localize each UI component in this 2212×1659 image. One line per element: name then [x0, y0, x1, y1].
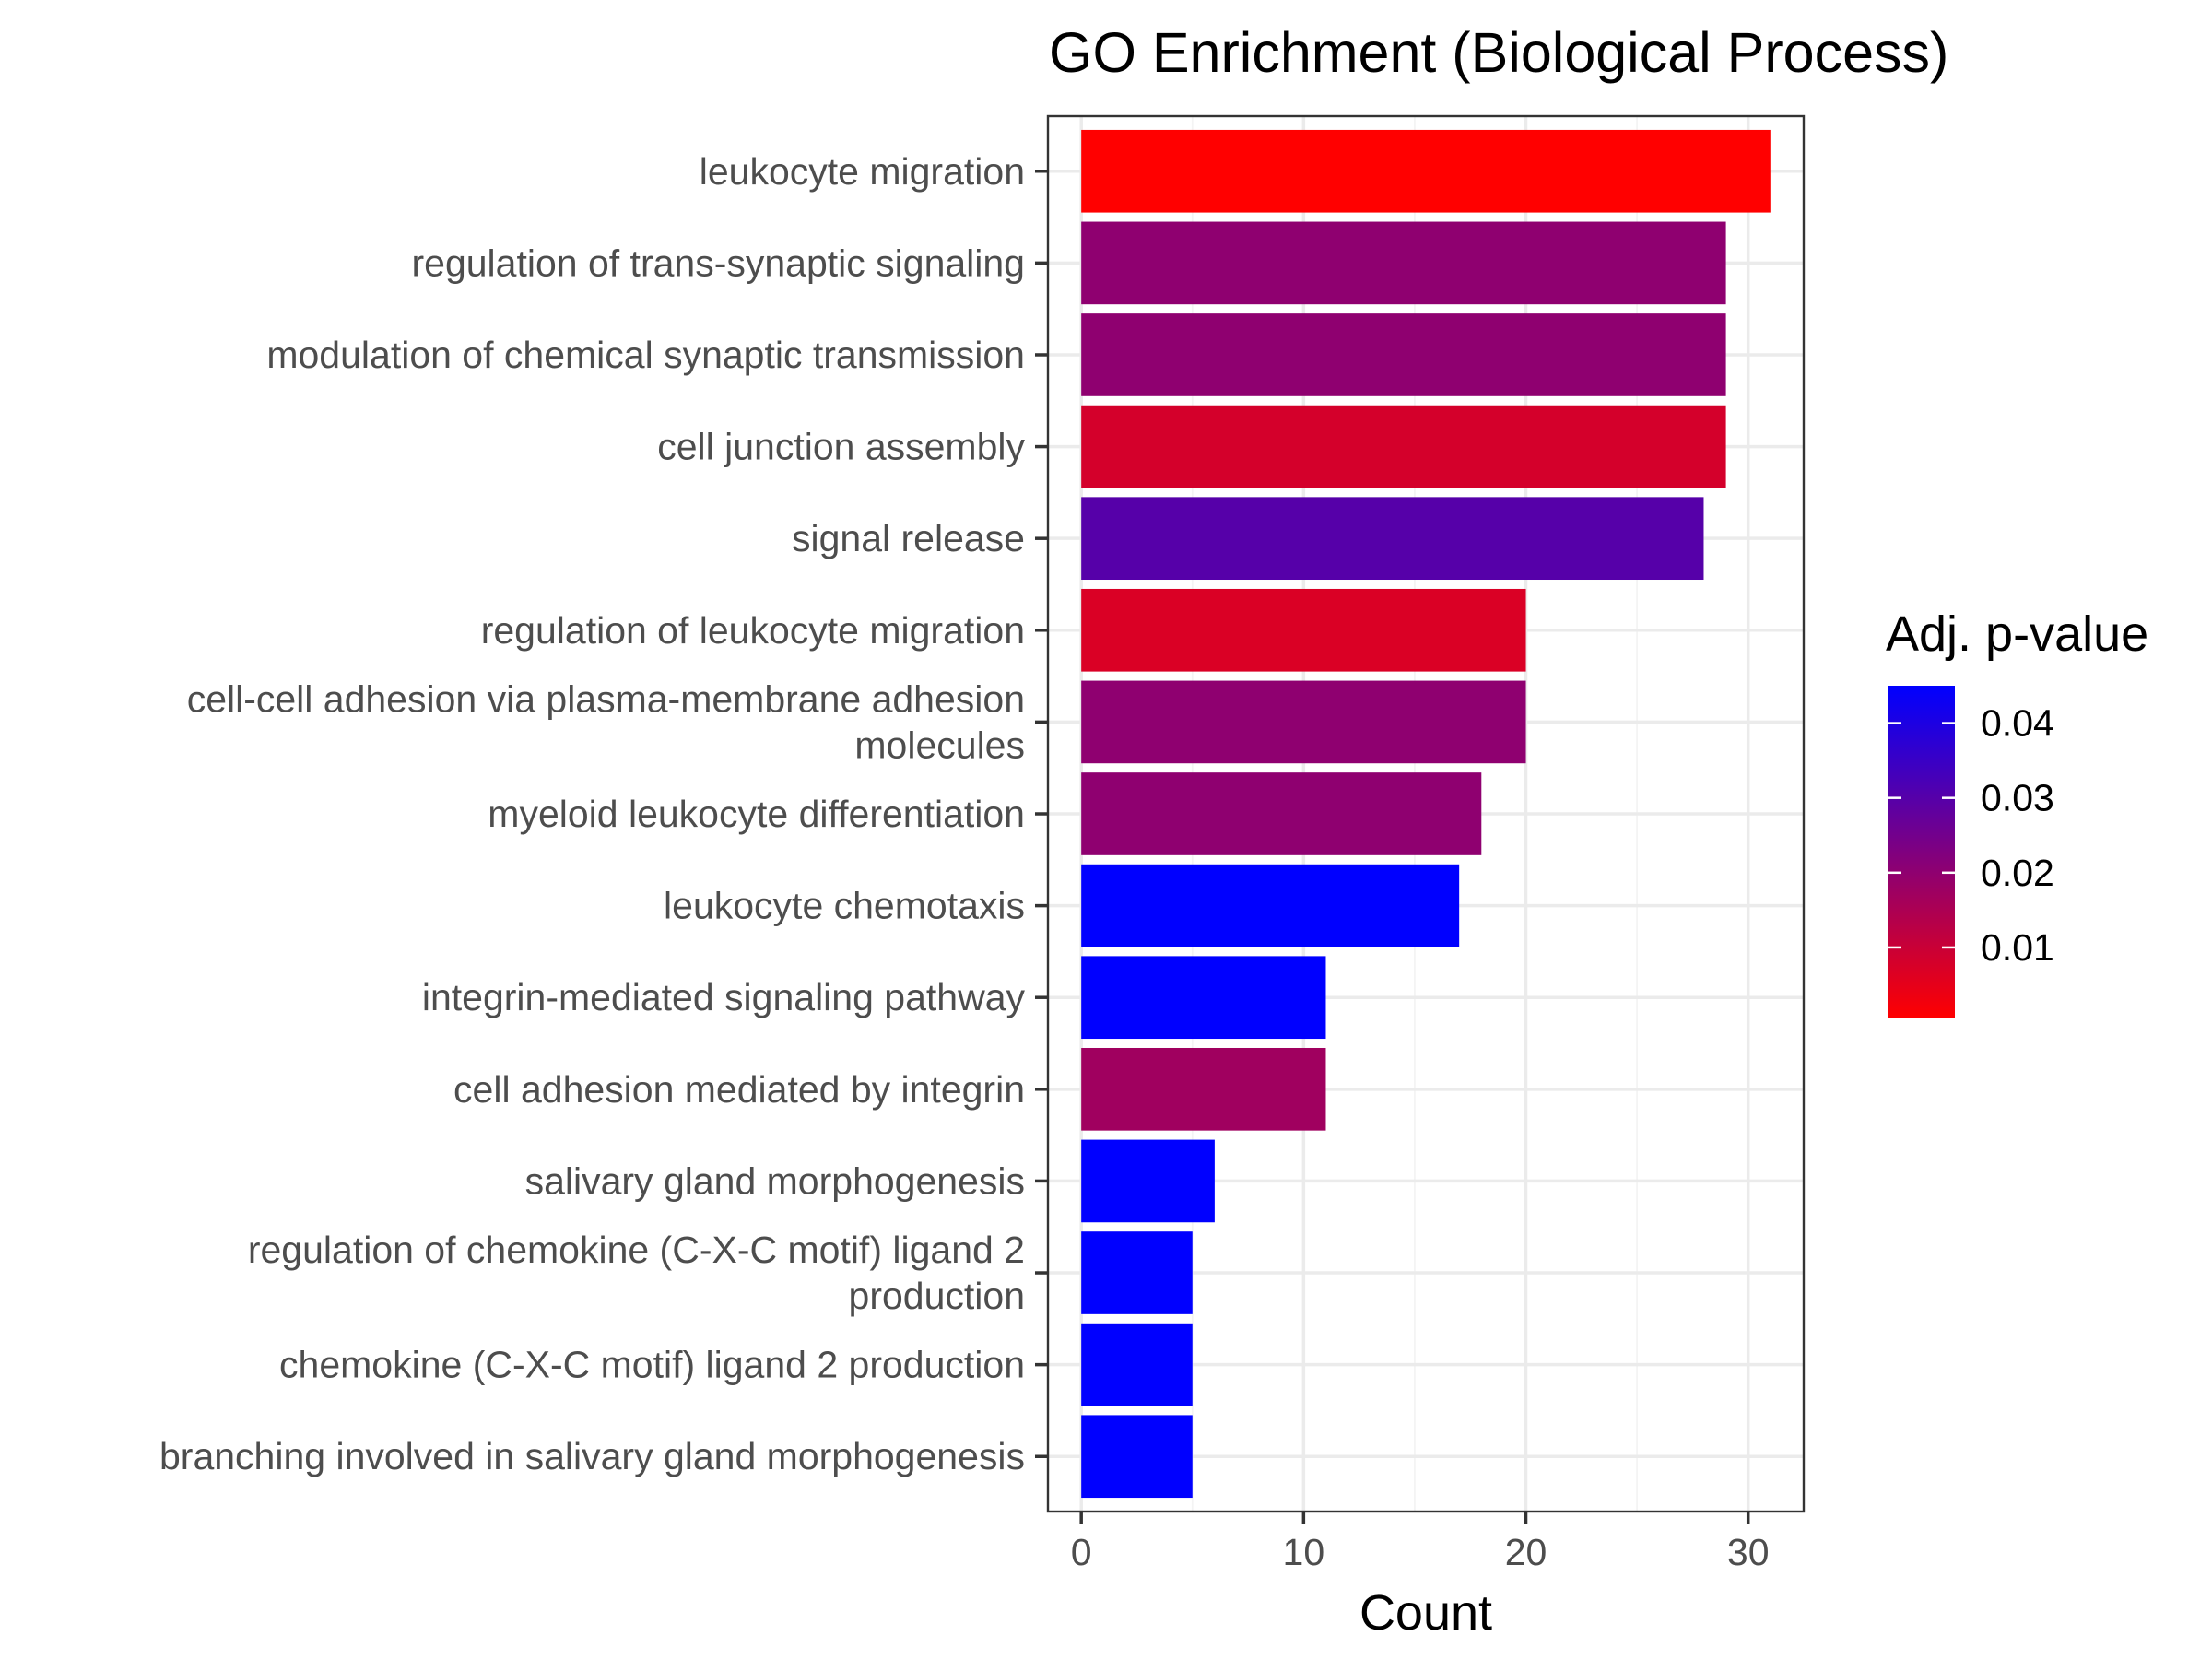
category-label: signal release — [792, 517, 1025, 559]
chart-title: GO Enrichment (Biological Process) — [1049, 21, 1948, 84]
category-label: leukocyte chemotaxis — [664, 885, 1025, 927]
legend-tick-label: 0.03 — [1981, 777, 2054, 819]
category-label: cell adhesion mediated by integrin — [453, 1068, 1025, 1111]
bar — [1081, 405, 1726, 488]
x-axis-title: Count — [1359, 1585, 1492, 1641]
legend: Adj. p-value 0.04 0.03 0.02 0.01 — [1886, 606, 2148, 1018]
bar — [1081, 221, 1726, 305]
category-label: production — [849, 1275, 1025, 1317]
bar — [1081, 956, 1326, 1040]
bar — [1081, 129, 1771, 213]
category-label: salivary gland morphogenesis — [525, 1159, 1025, 1202]
bar — [1081, 497, 1704, 581]
bar — [1081, 1415, 1193, 1499]
legend-ticks: 0.04 0.03 0.02 0.01 — [1888, 702, 2054, 969]
category-label: myeloid leukocyte differentiation — [488, 793, 1025, 835]
category-label: modulation of chemical synaptic transmis… — [266, 334, 1025, 376]
legend-tick-label: 0.04 — [1981, 702, 2054, 745]
category-label: chemokine (C-X-C motif) ligand 2 product… — [279, 1344, 1025, 1386]
x-tick-label: 0 — [1071, 1531, 1092, 1573]
category-label: regulation of chemokine (C-X-C motif) li… — [248, 1229, 1025, 1271]
category-label: branching involved in salivary gland mor… — [159, 1435, 1025, 1477]
bar — [1081, 1047, 1326, 1131]
bars — [1081, 129, 1771, 1499]
bar — [1081, 313, 1726, 396]
category-label: integrin-mediated signaling pathway — [422, 976, 1026, 1018]
legend-colorbar — [1888, 686, 1955, 1018]
x-tick-label: 10 — [1283, 1531, 1325, 1573]
x-axis: 0 10 20 30 — [1071, 1512, 1770, 1573]
category-label: regulation of leukocyte migration — [481, 609, 1025, 652]
legend-tick-label: 0.01 — [1981, 926, 2054, 969]
bar — [1081, 864, 1460, 947]
legend-tick-label: 0.02 — [1981, 852, 2054, 894]
bar — [1081, 1231, 1193, 1314]
category-label: cell-cell adhesion via plasma-membrane a… — [187, 677, 1025, 720]
bar — [1081, 680, 1526, 764]
legend-title: Adj. p-value — [1886, 606, 2148, 662]
bar — [1081, 1139, 1215, 1223]
x-tick-label: 20 — [1505, 1531, 1547, 1573]
category-label: molecules — [854, 724, 1025, 766]
bar — [1081, 772, 1482, 855]
category-label: cell junction assembly — [657, 426, 1025, 468]
y-axis: leukocyte migration regulation of trans-s… — [159, 150, 1048, 1477]
category-label: regulation of trans-synaptic signaling — [412, 241, 1026, 284]
x-tick-label: 30 — [1727, 1531, 1770, 1573]
bar — [1081, 1323, 1193, 1406]
category-label: leukocyte migration — [700, 150, 1025, 193]
bar — [1081, 588, 1526, 672]
